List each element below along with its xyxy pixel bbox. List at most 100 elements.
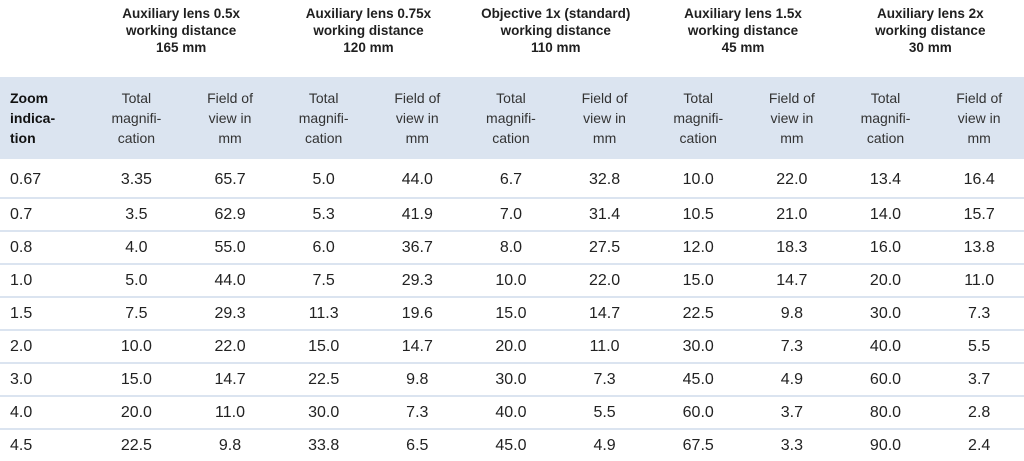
group-title: Objective 1x (standard) [481,6,631,21]
field-of-view-cell: 9.8 [747,298,837,331]
group-working-distance-label: working distance [875,23,986,38]
total-magnification-cell: 3.5 [87,199,186,232]
group-working-distance-value: 165 mm [156,40,207,55]
zoom-indication-cell: 0.8 [0,232,88,265]
total-magnification-cell: 30.0 [649,331,748,364]
group-header-aux-0-5x: Auxiliary lens 0.5x working distance 165… [88,0,275,77]
field-of-view-header: Field of view in mm [372,77,463,159]
zoom-indication-cell: 0.67 [0,159,88,199]
field-of-view-cell: 44.0 [372,159,463,199]
field-of-view-cell: 5.5 [934,331,1024,364]
field-of-view-cell: 18.3 [747,232,837,265]
group-working-distance-label: working distance [687,23,799,38]
group-working-distance-label: working distance [500,23,611,38]
field-of-view-cell: 41.9 [372,199,463,232]
group-working-distance-label: working distance [313,23,424,38]
field-of-view-cell: 15.7 [934,199,1024,232]
field-of-view-cell: 22.0 [559,265,650,298]
total-magnification-cell: 45.0 [495,436,527,454]
total-magnification-header: Total magnifi- cation [87,77,186,159]
field-of-view-cell: 2.8 [934,397,1024,430]
field-of-view-cell: 14.7 [559,298,650,331]
total-magnification-cell: 40.0 [462,397,560,430]
group-header-objective-1x: Objective 1x (standard) working distance… [462,0,649,77]
total-magnification-cell: 6.0 [274,232,373,265]
field-of-view-cell: 3.7 [934,364,1024,397]
total-magnification-cell: 22.5 [120,436,152,454]
total-magnification-cell: 14.0 [836,199,935,232]
field-of-view-cell: 4.9 [747,364,837,397]
total-magnification-cell: 11.3 [274,298,373,331]
total-magnification-cell: 6.7 [462,159,560,199]
table-row: 4.0 20.0 11.0 30.0 7.3 40.0 5.5 60.0 3.7 80.0 2.8 [0,397,1024,430]
total-magnification-cell: 20.0 [462,331,560,364]
total-magnification-cell: 20.0 [836,265,935,298]
field-of-view-cell: 29.3 [185,298,275,331]
field-of-view-cell: 44.0 [185,265,275,298]
field-of-view-cell: 11.0 [185,397,275,430]
field-of-view-cell: 6.5 [406,436,429,454]
field-of-view-cell: 7.3 [559,364,650,397]
group-working-distance-value: 45 mm [721,40,765,55]
total-magnification-cell: 45.0 [649,364,748,397]
field-of-view-cell: 62.9 [185,199,275,232]
total-magnification-cell: 12.0 [649,232,748,265]
field-of-view-header: Field of view in mm [559,77,650,159]
field-of-view-cell: 31.4 [559,199,650,232]
group-working-distance-label: working distance [126,23,237,38]
total-magnification-cell: 7.0 [462,199,560,232]
column-header-row: Zoom indica- tion Total magnifi- cation … [0,77,1024,159]
total-magnification-cell: 15.0 [87,364,186,397]
zoom-indication-cell: 3.0 [0,364,88,397]
total-magnification-cell: 20.0 [87,397,186,430]
group-header-aux-1-5x: Auxiliary lens 1.5x working distance 45 … [649,0,836,77]
table-row: 0.8 4.0 55.0 6.0 36.7 8.0 27.5 12.0 18.3 16.0 13.8 [0,232,1024,265]
zoom-indication-cell: 0.7 [0,199,88,232]
table-row: 4.5 22.5 9.8 33.8 6.5 45.0 4.9 67.5 3.3 90.0 2.4 [0,430,1024,461]
field-of-view-cell: 5.5 [559,397,650,430]
total-magnification-header: Total magnifi- cation [649,77,748,159]
total-magnification-cell: 8.0 [462,232,560,265]
field-of-view-cell: 14.7 [372,331,463,364]
field-of-view-cell: 3.3 [780,436,803,454]
total-magnification-cell: 5.3 [274,199,373,232]
group-header-aux-0-75x: Auxiliary lens 0.75x working distance 12… [275,0,462,77]
total-magnification-cell: 15.0 [462,298,560,331]
field-of-view-cell: 14.7 [747,265,837,298]
field-of-view-cell: 11.0 [934,265,1024,298]
field-of-view-cell: 9.8 [372,364,463,397]
total-magnification-cell: 15.0 [274,331,373,364]
table-row: 2.0 10.0 22.0 15.0 14.7 20.0 11.0 30.0 7.3 40.0 5.… [0,331,1024,364]
field-of-view-cell: 7.3 [747,331,837,364]
total-magnification-cell: 5.0 [87,265,186,298]
table-body: 0.67 3.35 65.7 5.0 44.0 6.7 32.8 10.0 22.0 13.4 16… [0,159,1024,461]
total-magnification-cell: 7.5 [274,265,373,298]
total-magnification-cell: 80.0 [836,397,935,430]
table-row: 0.67 3.35 65.7 5.0 44.0 6.7 32.8 10.0 22.0 13.4 16… [0,159,1024,199]
total-magnification-header: Total magnifi- cation [462,77,560,159]
field-of-view-header: Field of view in mm [934,77,1024,159]
total-magnification-cell: 60.0 [649,397,748,430]
table-row: 3.0 15.0 14.7 22.5 9.8 30.0 7.3 45.0 4.9 60.0 3.7 [0,364,1024,397]
total-magnification-cell: 30.0 [462,364,560,397]
total-magnification-cell: 10.0 [87,331,186,364]
total-magnification-cell: 10.0 [649,159,748,199]
field-of-view-cell: 7.3 [934,298,1024,331]
table-row: 0.7 3.5 62.9 5.3 41.9 7.0 31.4 10.5 21.0 14.0 15.7 [0,199,1024,232]
field-of-view-cell: 29.3 [372,265,463,298]
total-magnification-cell: 10.5 [649,199,748,232]
total-magnification-cell: 22.5 [649,298,748,331]
total-magnification-cell: 16.0 [836,232,935,265]
field-of-view-cell: 7.3 [372,397,463,430]
field-of-view-header: Field of view in mm [185,77,275,159]
field-of-view-cell: 65.7 [185,159,275,199]
total-magnification-cell: 10.0 [462,265,560,298]
total-magnification-cell: 22.5 [274,364,373,397]
total-magnification-cell: 4.0 [87,232,186,265]
field-of-view-header: Field of view in mm [747,77,837,159]
total-magnification-cell: 33.8 [308,436,340,454]
corner-cell [0,0,88,77]
total-magnification-cell: 40.0 [836,331,935,364]
field-of-view-cell: 27.5 [559,232,650,265]
